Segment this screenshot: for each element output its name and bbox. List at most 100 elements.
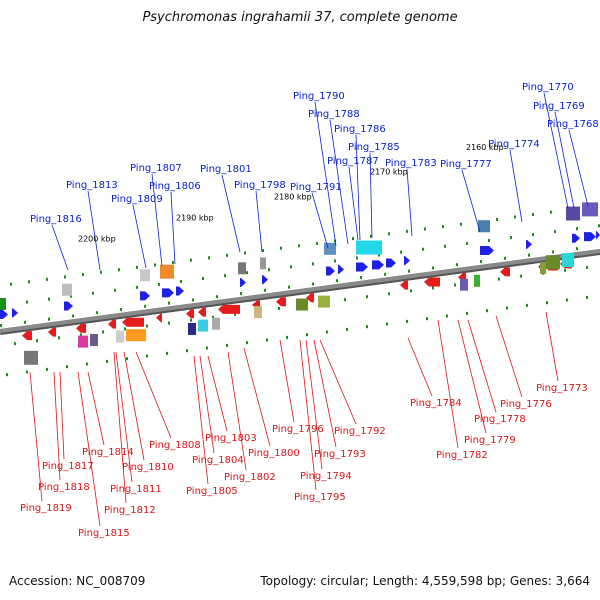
forward-gene-label: Ping_1769 (533, 101, 585, 112)
reverse-gene-arrow (276, 297, 286, 307)
track-tick-upper (208, 256, 210, 260)
feature-box (238, 262, 246, 275)
track-tick-inner (120, 308, 122, 311)
forward-leader-line (355, 134, 361, 241)
forward-leader-line (132, 204, 147, 269)
reverse-gene-label: Ping_1805 (186, 486, 238, 497)
track-tick-lower (166, 351, 168, 355)
track-tick-upper (280, 246, 282, 250)
track-tick-lower (366, 325, 368, 329)
forward-gene-label: Ping_1787 (327, 156, 379, 167)
track-tick-lower (86, 362, 88, 366)
track-tick-upper (406, 229, 408, 233)
track-tick-upper (64, 275, 66, 279)
track-tick-lower (306, 333, 308, 337)
reverse-leader-line (207, 355, 228, 432)
track-tick-upper (10, 282, 12, 286)
genome-summary-text: Topology: circular; Length: 4,559,598 bp… (260, 574, 590, 588)
track-tick-lower (406, 319, 408, 323)
reverse-gene-label: Ping_1804 (192, 455, 244, 466)
feature-box (318, 295, 330, 308)
forward-gene-arrow (176, 286, 184, 296)
forward-gene-arrow (572, 233, 580, 243)
track-tick-upper (28, 280, 30, 284)
track-tick-lower (386, 322, 388, 326)
track-tick-mid-lower (388, 292, 390, 296)
track-tick-mid-upper (488, 238, 490, 242)
track-tick-lower (106, 359, 108, 363)
forward-gene-arrow (404, 256, 410, 266)
reverse-gene-arrow (186, 309, 194, 319)
forward-leader-line (543, 92, 569, 209)
reverse-gene-arrow (198, 307, 206, 317)
feature-box (212, 317, 220, 330)
track-tick-inner (144, 304, 146, 308)
track-tick-upper (298, 244, 300, 248)
track-tick-lower (186, 349, 188, 353)
track-tick-upper (460, 222, 462, 226)
forward-gene-arrow (240, 278, 246, 287)
track-tick-inner (456, 263, 458, 267)
track-tick-inner (24, 320, 26, 324)
track-tick-upper (118, 268, 120, 272)
reverse-leader-line (59, 371, 65, 460)
track-tick-mid-upper (70, 294, 72, 298)
reverse-gene-arrow (424, 277, 440, 287)
reverse-gene-arrow (306, 293, 314, 303)
reverse-gene-label: Ping_1803 (205, 433, 257, 444)
reverse-gene-arrow (122, 317, 144, 327)
track-tick-upper (514, 215, 516, 219)
track-tick-inner (96, 311, 98, 315)
reverse-gene-arrow (48, 327, 56, 337)
reverse-gene-arrow (500, 267, 510, 277)
track-tick-lower (346, 327, 348, 331)
feature-box (198, 319, 208, 332)
feature-box (254, 306, 262, 319)
track-tick-upper (316, 241, 318, 245)
track-tick-inner (216, 295, 218, 299)
track-tick-inner (408, 269, 410, 273)
track-tick-lower (226, 343, 228, 347)
forward-leader-line (170, 191, 176, 265)
forward-gene-label: Ping_1785 (348, 142, 400, 153)
track-tick-lower (526, 303, 528, 307)
reverse-gene-label: Ping_1796 (272, 424, 324, 435)
accession-text: Accession: NC_008709 (9, 574, 146, 588)
reverse-gene-label: Ping_1814 (82, 447, 134, 458)
reverse-gene-label: Ping_1817 (42, 461, 94, 472)
forward-leader-line (406, 168, 413, 237)
track-tick-mid-upper (400, 250, 402, 254)
reverse-leader-line (457, 319, 487, 434)
reverse-gene-label: Ping_1792 (334, 426, 386, 437)
track-tick-mid-lower (36, 339, 38, 343)
feature-box (478, 220, 490, 233)
reverse-gene-label: Ping_1784 (410, 398, 462, 409)
track-tick-mid-lower (102, 330, 104, 334)
track-tick-inner (72, 314, 74, 318)
scale-mark-label: 2200 kbp (78, 235, 116, 244)
forward-leader-line (568, 129, 589, 207)
forward-gene-label: Ping_1768 (547, 119, 599, 130)
track-tick-mid-upper (246, 271, 248, 275)
forward-gene-label: Ping_1801 (200, 164, 252, 175)
feature-box (90, 334, 98, 346)
forward-leader-line (461, 169, 481, 233)
reverse-leader-line (123, 351, 145, 461)
track-tick-mid-lower (80, 333, 82, 337)
reverse-gene-label: Ping_1794 (300, 471, 352, 482)
forward-gene-label: Ping_1798 (234, 180, 286, 191)
track-tick-mid-lower (212, 315, 214, 319)
track-tick-mid-lower (366, 295, 368, 299)
reverse-leader-line (437, 319, 459, 449)
forward-leader-line (314, 101, 337, 247)
reverse-gene-label: Ping_1776 (500, 399, 552, 410)
forward-leader-line (221, 174, 241, 253)
track-tick-mid-lower (234, 312, 236, 316)
track-tick-inner (360, 276, 362, 279)
feature-box (324, 242, 336, 255)
track-tick-mid-lower (58, 336, 60, 340)
track-tick-mid-upper (268, 268, 270, 272)
forward-gene-arrow (386, 258, 396, 268)
track-tick-upper (154, 263, 156, 267)
reverse-leader-line (313, 339, 337, 448)
